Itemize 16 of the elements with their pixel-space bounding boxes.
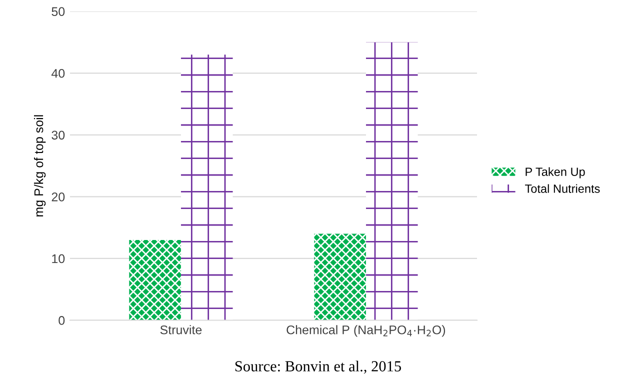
legend-label: Total Nutrients [525,184,600,193]
bar [366,42,418,320]
y-tick-label: 50 [52,7,65,16]
y-tick-label: 30 [52,130,65,140]
y-tick-label: 40 [51,68,65,78]
y-tick-label: 0 [58,316,65,325]
bar [129,240,181,320]
legend-label: P Taken Up [526,167,585,178]
x-tick-label: Chemical P (NaH$_{2}$PO$_{4}$·H$_{2}$O) [286,325,446,337]
y-axis-title: mg P/kg of top soil [34,115,46,216]
y-tick-label: 10 [52,254,65,264]
source-note: Source: Bonvin et al., 2015 [235,360,401,374]
x-tick-label: Struvite [160,325,202,334]
bar [180,54,233,320]
bar [314,234,366,320]
y-tick-label: 20 [52,192,65,202]
